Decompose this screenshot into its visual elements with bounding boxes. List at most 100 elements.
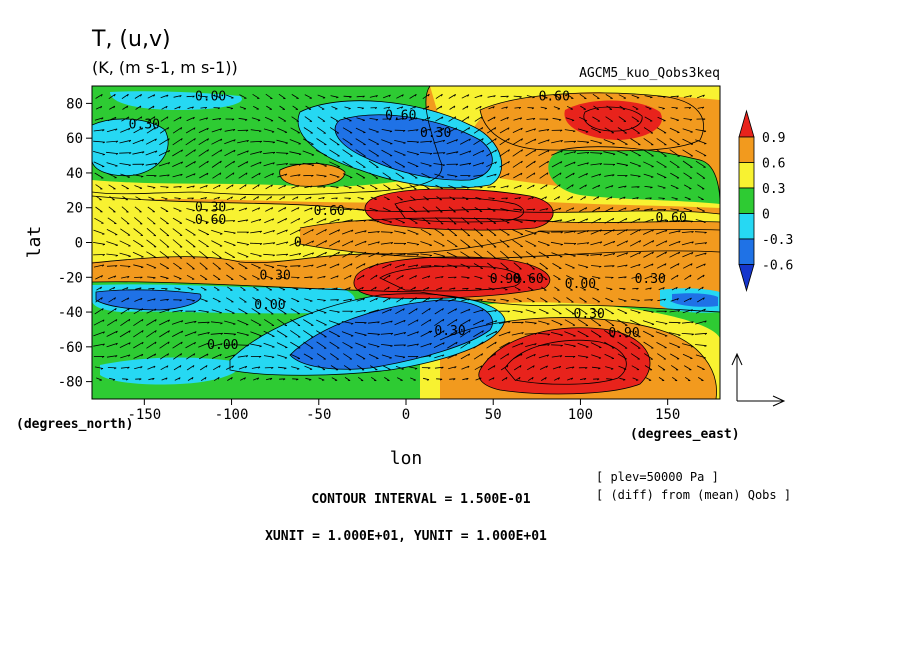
wind-vector — [369, 297, 378, 303]
wind-vector-head — [612, 164, 616, 166]
wind-vector — [302, 240, 314, 247]
wind-vector-head — [493, 116, 496, 120]
wind-vector-head — [101, 308, 104, 311]
wind-vector-head — [703, 130, 707, 133]
wind-vector-head — [129, 152, 132, 155]
wind-vector — [630, 353, 640, 360]
wind-vector — [316, 138, 327, 146]
wind-vector — [436, 196, 443, 201]
wind-vector — [316, 251, 327, 258]
wind-vector-head — [219, 354, 222, 357]
wind-vector-head — [518, 197, 521, 200]
wind-vector — [473, 319, 484, 326]
wind-vector — [291, 185, 300, 189]
wind-vector — [564, 161, 576, 167]
wind-vector-head — [585, 207, 588, 210]
wind-vector — [682, 138, 694, 145]
wind-vector — [356, 274, 365, 280]
wind-vector-head — [142, 151, 145, 154]
wind-vector — [199, 365, 208, 371]
wind-vector-head — [220, 332, 223, 335]
wind-vector — [619, 377, 626, 381]
wind-vector-head — [233, 129, 236, 132]
wind-vector-head — [206, 221, 209, 224]
wind-vector — [277, 218, 287, 224]
wind-vector — [631, 94, 640, 99]
wind-vector — [266, 377, 273, 381]
wind-vector — [368, 160, 379, 168]
wind-vector-head — [492, 198, 495, 200]
wind-vector — [381, 139, 393, 145]
wind-vector — [422, 206, 430, 213]
wind-vector — [631, 275, 640, 279]
wind-vector — [670, 353, 680, 360]
wind-vector — [355, 220, 366, 222]
wind-vector-head — [702, 118, 706, 121]
wind-vector-head — [126, 105, 129, 109]
wind-vector — [290, 174, 301, 177]
wind-vector — [276, 139, 288, 144]
wind-vector — [109, 105, 116, 110]
wind-vector-head — [402, 264, 405, 267]
wind-vector — [396, 94, 404, 99]
wind-vector-head — [362, 274, 365, 278]
wind-vector — [213, 376, 220, 382]
wind-vector-head — [662, 287, 665, 290]
wind-vector-head — [258, 207, 261, 210]
wind-vector — [134, 185, 143, 189]
wind-vector-head — [690, 220, 694, 223]
wind-vector — [394, 263, 405, 268]
wind-vector-head — [442, 255, 445, 258]
wind-vector — [617, 353, 627, 360]
wind-vector-head — [114, 308, 117, 311]
wind-vector — [486, 149, 497, 157]
wind-vector-head — [416, 331, 419, 334]
wind-vector-head — [192, 185, 195, 188]
wind-vector — [382, 263, 392, 269]
wind-vector-head — [179, 95, 182, 98]
wind-vector — [250, 218, 262, 223]
wind-vector-head — [531, 377, 534, 380]
wind-vector — [290, 353, 301, 359]
wind-vector — [668, 230, 681, 234]
wind-vector — [565, 207, 574, 212]
wind-vector-head — [688, 107, 692, 110]
wind-vector — [604, 353, 615, 359]
wind-vector-head — [609, 288, 613, 291]
wind-vector — [329, 341, 340, 349]
wind-vector — [564, 151, 576, 155]
wind-vector — [590, 163, 602, 166]
wind-vector-head — [259, 140, 263, 143]
wind-vector — [368, 138, 380, 145]
wind-vector — [239, 94, 247, 99]
wind-vector — [317, 94, 326, 99]
wind-vector — [500, 116, 509, 122]
wind-vector-head — [233, 344, 236, 347]
wind-vector — [328, 320, 341, 325]
wind-vector — [656, 240, 668, 247]
wind-vector — [525, 160, 536, 168]
wind-vector-head — [468, 308, 471, 312]
wind-vector — [186, 116, 195, 122]
wind-vector-head — [194, 321, 197, 324]
wind-vector — [172, 330, 183, 337]
wind-vector-head — [665, 229, 668, 232]
wind-vector-head — [272, 242, 276, 245]
wind-vector — [407, 343, 419, 347]
wind-vector-head — [468, 341, 471, 344]
wind-vector — [590, 152, 603, 154]
wind-vector-head — [297, 185, 300, 188]
wind-vector-head — [179, 116, 182, 120]
wind-vector-head — [678, 240, 681, 244]
wind-vector — [512, 342, 524, 348]
wind-vector-head — [599, 152, 603, 155]
wind-vector — [329, 251, 340, 258]
wind-vector — [121, 276, 130, 279]
contour-value-label: 0.60 — [655, 211, 686, 226]
wind-vector-head — [572, 356, 576, 358]
wind-vector — [356, 172, 366, 179]
wind-vector — [617, 127, 627, 134]
wind-vector — [460, 330, 471, 338]
wind-vector — [643, 263, 654, 269]
wind-vector-head — [533, 172, 536, 175]
